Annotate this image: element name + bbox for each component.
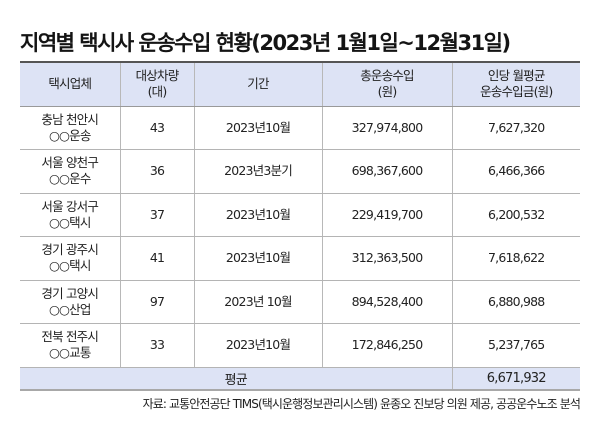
cell-company: 경기 광주시 ○○택시 bbox=[20, 236, 120, 281]
header-vehicles: 대상차량 (대) bbox=[119, 61, 194, 107]
table-row: 경기 고양시 ○○산업 97 2023년 10월 894,528,400 6,88… bbox=[20, 280, 580, 324]
cell-total-revenue: 894,528,400 bbox=[321, 280, 452, 324]
cell-vehicles: 41 bbox=[119, 236, 194, 281]
cell-period: 2023년3분기 bbox=[193, 149, 322, 194]
cell-monthly-avg: 7,618,622 bbox=[451, 236, 580, 281]
table-row: 충남 천안시 ○○운송 43 2023년10월 327,974,800 7,627… bbox=[20, 106, 580, 150]
table-row: 서울 강서구 ○○택시 37 2023년10월 229,419,700 6,200… bbox=[20, 193, 580, 237]
cell-total-revenue: 312,363,500 bbox=[321, 236, 452, 281]
table-row: 서울 양천구 ○○운수 36 2023년3분기 698,367,600 6,466… bbox=[20, 149, 580, 194]
cell-period: 2023년10월 bbox=[193, 236, 322, 281]
header-monthly-avg: 인당 월평균 운송수입금(원) bbox=[451, 61, 580, 107]
header-company: 택시업체 bbox=[20, 61, 120, 107]
source-note: 자료: 교통안전공단 TIMS(택시운행정보관리시스템) 윤종오 진보당 의원 … bbox=[142, 397, 581, 411]
cell-period: 2023년10월 bbox=[193, 323, 322, 368]
cell-period: 2023년 10월 bbox=[193, 280, 322, 324]
table-footer-row: 평균 6,671,932 bbox=[20, 367, 580, 391]
cell-company: 전북 전주시 ○○교통 bbox=[20, 323, 120, 368]
cell-total-revenue: 698,367,600 bbox=[321, 149, 452, 194]
cell-vehicles: 33 bbox=[119, 323, 194, 368]
cell-vehicles: 36 bbox=[119, 149, 194, 194]
average-label: 평균 bbox=[20, 367, 452, 391]
cell-vehicles: 97 bbox=[119, 280, 194, 324]
cell-total-revenue: 229,419,700 bbox=[321, 193, 452, 237]
revenue-table: 택시업체 대상차량 (대) 기간 총운송수입 (원) 인당 월평균 운송수입금(… bbox=[20, 61, 580, 391]
cell-monthly-avg: 7,627,320 bbox=[451, 106, 580, 150]
cell-monthly-avg: 6,200,532 bbox=[451, 193, 580, 237]
cell-total-revenue: 327,974,800 bbox=[321, 106, 452, 150]
cell-vehicles: 37 bbox=[119, 193, 194, 237]
cell-company: 경기 고양시 ○○산업 bbox=[20, 280, 120, 324]
cell-monthly-avg: 6,466,366 bbox=[451, 149, 580, 194]
cell-company: 서울 양천구 ○○운수 bbox=[20, 149, 120, 194]
header-period: 기간 bbox=[193, 61, 322, 107]
cell-monthly-avg: 6,880,988 bbox=[451, 280, 580, 324]
header-total-revenue: 총운송수입 (원) bbox=[321, 61, 452, 107]
cell-period: 2023년10월 bbox=[193, 106, 322, 150]
table-row: 전북 전주시 ○○교통 33 2023년10월 172,846,250 5,237… bbox=[20, 323, 580, 368]
table-row: 경기 광주시 ○○택시 41 2023년10월 312,363,500 7,618… bbox=[20, 236, 580, 281]
cell-period: 2023년10월 bbox=[193, 193, 322, 237]
cell-company: 서울 강서구 ○○택시 bbox=[20, 193, 120, 237]
cell-company: 충남 천안시 ○○운송 bbox=[20, 106, 120, 150]
page-title: 지역별 택시사 운송수입 현황(2023년 1월1일~12월31일) bbox=[20, 31, 511, 55]
average-value: 6,671,932 bbox=[451, 367, 580, 391]
cell-total-revenue: 172,846,250 bbox=[321, 323, 452, 368]
cell-monthly-avg: 5,237,765 bbox=[451, 323, 580, 368]
table-header-row: 택시업체 대상차량 (대) 기간 총운송수입 (원) 인당 월평균 운송수입금(… bbox=[20, 61, 580, 107]
cell-vehicles: 43 bbox=[119, 106, 194, 150]
